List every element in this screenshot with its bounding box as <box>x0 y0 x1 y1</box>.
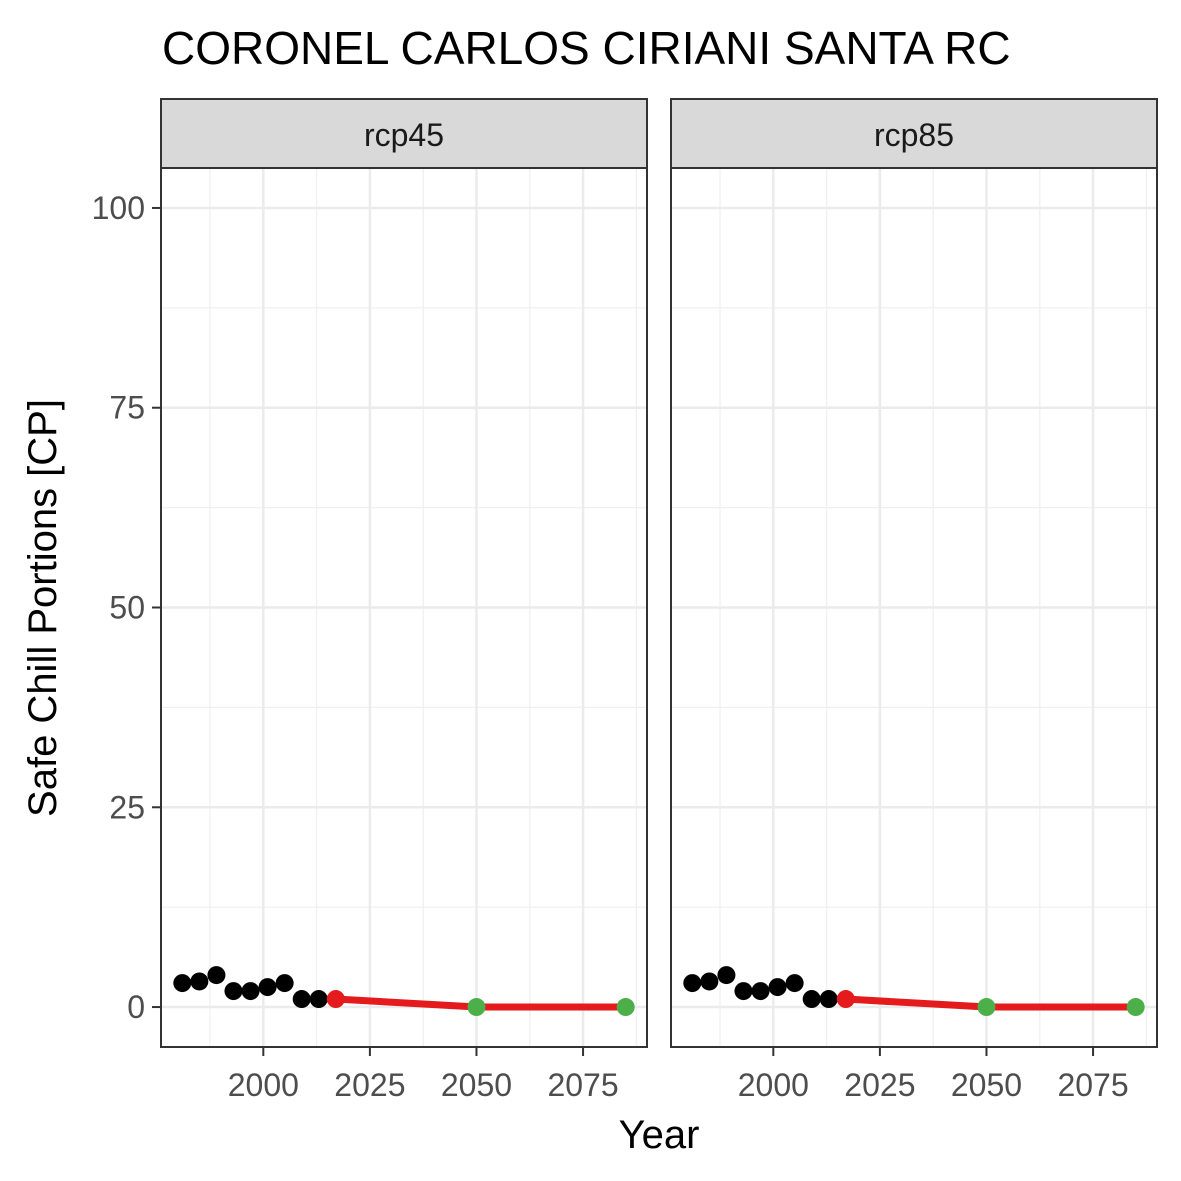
future-point <box>616 998 635 1017</box>
historic-point <box>207 966 226 985</box>
x-tick-label: 2050 <box>951 1067 1022 1103</box>
facet-panel-rcp45: rcp45 2000 2025 2050 2075 0 25 50 75 100 <box>92 98 648 1103</box>
x-tick-label: 2075 <box>547 1067 618 1103</box>
panels: rcp45 2000 2025 2050 2075 0 25 50 75 100 rcp85 2000… <box>92 98 1158 1103</box>
y-tick-label: 75 <box>109 390 145 426</box>
historic-point <box>768 978 787 997</box>
x-tick-label: 2050 <box>441 1067 512 1103</box>
historic-point <box>241 982 260 1001</box>
x-tick-label: 2000 <box>738 1067 809 1103</box>
historic-point <box>292 990 311 1009</box>
y-tick-label: 100 <box>92 190 145 226</box>
historic-point <box>275 974 294 993</box>
panel-border <box>670 167 1158 1048</box>
historic-point <box>802 990 821 1009</box>
y-axis-title: Safe Chill Portions [CP] <box>21 399 65 817</box>
facet-strip <box>670 98 1158 169</box>
historic-point <box>785 974 804 993</box>
x-tick-label: 2075 <box>1057 1067 1128 1103</box>
historic-point <box>734 982 753 1001</box>
projection-start-point <box>326 990 345 1009</box>
historic-point <box>717 966 736 985</box>
x-tick-label: 2025 <box>334 1067 405 1103</box>
future-point <box>467 998 486 1017</box>
y-tick-label: 25 <box>109 789 145 825</box>
x-tick-label: 2000 <box>228 1067 299 1103</box>
historic-point <box>258 978 277 997</box>
historic-point <box>173 974 192 993</box>
historic-point <box>224 982 243 1001</box>
facet-panel-rcp85: rcp85 2000 2025 2050 2075 <box>670 98 1158 1103</box>
projection-start-point <box>836 990 855 1009</box>
y-tick-label: 0 <box>127 989 145 1025</box>
x-axis-title: Year <box>619 1113 700 1157</box>
facet-strip-label: rcp85 <box>874 117 954 153</box>
chart-title: CORONEL CARLOS CIRIANI SANTA RC <box>162 22 1011 74</box>
future-point <box>977 998 996 1017</box>
y-tick-label: 50 <box>109 590 145 626</box>
historic-point <box>751 982 770 1001</box>
historic-point <box>700 972 719 991</box>
x-tick-label: 2025 <box>844 1067 915 1103</box>
future-point <box>1126 998 1145 1017</box>
facet-strip <box>160 98 648 169</box>
facet-strip-label: rcp45 <box>364 117 444 153</box>
historic-point <box>190 972 209 991</box>
historic-point <box>683 974 702 993</box>
